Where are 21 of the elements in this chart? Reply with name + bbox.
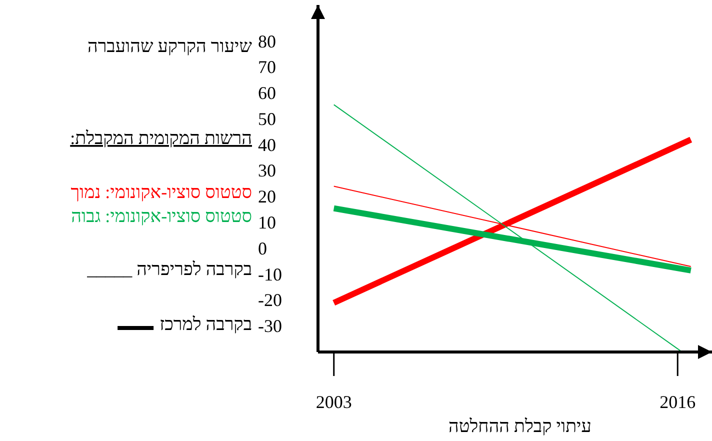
text: סטטוס סוציו-אקונומי: נמוך <box>70 182 252 202</box>
x-tick-label: 2003 <box>316 392 352 412</box>
legend-title: הרשות המקומית המקבלת: <box>70 128 252 148</box>
y-tick-label: 30 <box>258 160 276 181</box>
y-tick-label: 0 <box>258 238 267 258</box>
y-tick-label: 70 <box>258 57 276 78</box>
text: סטטוס סוציו-אקונומי: גבוה <box>71 206 252 226</box>
y-tick-label: 40 <box>258 134 276 155</box>
y-tick-label: 20 <box>258 186 276 207</box>
x-tick-label: 2016 <box>660 392 696 412</box>
y-tick-label: 80 <box>258 31 276 52</box>
x-axis-title: עיתוי קבלת ההחלטה <box>448 416 592 436</box>
text: בקרבה לפריפריה _____ <box>86 259 252 279</box>
y-tick-label: 50 <box>258 108 276 129</box>
text: בקרבה למרכז <box>160 314 252 334</box>
y-tick-label: 10 <box>258 212 276 233</box>
y-tick-label: -20 <box>258 290 282 310</box>
y-tick-label: 60 <box>258 83 276 104</box>
y-tick-label: -10 <box>258 264 282 284</box>
y-axis-title: שיעור הקרקע שהועברה <box>87 36 252 56</box>
y-tick-label: -30 <box>258 316 282 336</box>
